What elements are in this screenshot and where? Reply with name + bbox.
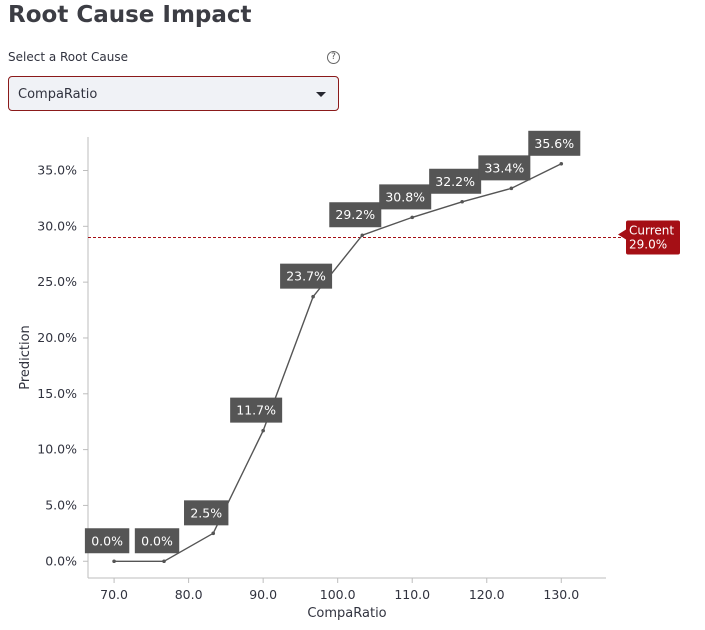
root-cause-select-label: Select a Root Cause: [8, 50, 128, 64]
data-label: 30.8%: [385, 189, 425, 204]
data-label-box: [84, 528, 130, 554]
data-point: [162, 559, 166, 564]
y-tick-label: 30.0%: [37, 218, 77, 233]
data-point: [509, 186, 514, 191]
current-callout-value: 29.0%: [629, 237, 667, 251]
data-label: 23.7%: [286, 269, 326, 284]
x-tick-label: 70.0: [100, 587, 128, 602]
data-label-box: [184, 500, 229, 526]
y-tick-label: 0.0%: [45, 553, 77, 568]
y-tick-label: 20.0%: [37, 330, 77, 345]
chevron-down-icon: [316, 92, 326, 97]
x-axis-title: CompaRatio: [307, 606, 386, 621]
data-label-box: [230, 397, 283, 423]
data-label: 0.0%: [141, 533, 173, 548]
data-label: 11.7%: [236, 403, 276, 418]
data-label-box: [429, 168, 482, 194]
page-title: Root Cause Impact: [8, 2, 252, 28]
y-axis-title: Prediction: [18, 325, 33, 390]
current-value-callout: Current 29.0%: [618, 220, 680, 255]
data-point: [311, 294, 315, 299]
data-label-box: [280, 263, 333, 289]
root-cause-select[interactable]: CompaRatio: [8, 76, 339, 111]
current-callout-box: [618, 220, 680, 255]
data-point: [360, 233, 365, 238]
data-label-box: [329, 202, 382, 228]
data-label-box: [478, 155, 531, 181]
root-cause-select-value: CompaRatio: [18, 87, 98, 102]
y-tick-label: 10.0%: [37, 442, 77, 457]
data-label-box: [528, 130, 581, 156]
data-point: [211, 531, 216, 536]
x-tick-label: 120.0: [469, 587, 505, 602]
data-label: 0.0%: [91, 533, 123, 548]
data-label: 35.6%: [534, 136, 574, 151]
data-label: 32.2%: [435, 174, 475, 189]
x-tick-label: 80.0: [175, 587, 203, 602]
data-point: [410, 215, 415, 220]
data-point: [112, 559, 116, 564]
data-point: [559, 161, 564, 166]
question-circle-icon[interactable]: ?: [327, 51, 340, 64]
y-tick-label: 15.0%: [37, 386, 77, 401]
y-tick-label: 5.0%: [45, 497, 77, 512]
data-label-box: [134, 528, 180, 554]
data-label-box: [379, 184, 432, 210]
data-label: 2.5%: [190, 505, 222, 520]
y-tick-label: 35.0%: [37, 162, 77, 177]
x-tick-label: 100.0: [320, 587, 356, 602]
data-point: [460, 199, 464, 204]
data-label: 29.2%: [335, 207, 375, 222]
x-tick-label: 110.0: [394, 587, 430, 602]
data-point: [261, 428, 265, 433]
prediction-series-line: [114, 163, 562, 562]
y-tick-label: 25.0%: [37, 274, 77, 289]
data-label: 33.4%: [484, 160, 524, 175]
x-tick-label: 90.0: [249, 587, 277, 602]
current-callout-title: Current: [629, 223, 674, 237]
x-tick-label: 130.0: [543, 587, 579, 602]
